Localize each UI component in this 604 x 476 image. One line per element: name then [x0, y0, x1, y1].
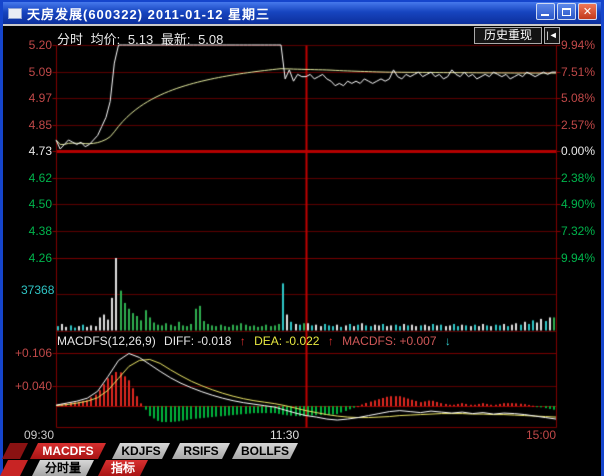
tab-bollfs[interactable]: BOLLFS: [232, 443, 298, 459]
percent-axis-label: 7.32%: [561, 223, 596, 238]
macd-axis-label: +0.106: [14, 346, 52, 361]
price-axis-label: 4.50: [28, 197, 52, 212]
price-axis-label: 4.26: [28, 250, 52, 265]
percent-axis-label: 2.38%: [561, 170, 596, 185]
price-axis-label: 4.85: [28, 117, 52, 132]
price-axis-label: 4.73: [28, 144, 52, 159]
tab-kdjfs[interactable]: KDJFS: [112, 443, 170, 459]
chart-header: 分时 均价: 5.13 最新: 5.08: [57, 29, 227, 48]
percent-axis-label: 2.57%: [561, 117, 596, 132]
tab-indicator-view[interactable]: 指标: [98, 460, 148, 476]
price-axis-label: 4.97: [28, 91, 52, 106]
percent-axis-label: 7.51%: [561, 64, 596, 79]
last-price-value: 5.08: [198, 32, 224, 47]
time-axis-label: 09:30: [24, 428, 55, 442]
tab-macdfs[interactable]: MACDFS: [30, 443, 106, 459]
percent-axis-label: 5.08%: [561, 91, 596, 106]
macd-dea-value: DEA: -0.022: [254, 334, 320, 348]
mode-label: 分时: [57, 32, 84, 47]
avg-price-label: 均价:: [90, 32, 121, 47]
tab-row-decoration: [2, 443, 28, 459]
macd-info-row: MACDFS(12,26,9) DIFF: -0.018 ↑ DEA: -0.0…: [57, 334, 456, 348]
price-axis-label: 4.62: [28, 170, 52, 185]
percent-axis-label: 9.94%: [561, 250, 596, 265]
up-arrow-icon: ↑: [327, 334, 334, 348]
macd-diff-value: DIFF: -0.018: [164, 334, 232, 348]
macd-axis-label: +0.040: [14, 379, 52, 394]
time-axis-label: 11:30: [270, 428, 300, 442]
time-axis-label: 15:00: [526, 428, 557, 442]
percent-axis-label: 0.00%: [561, 144, 596, 159]
percent-axis-label: 9.94%: [561, 38, 596, 52]
percent-axis-label: 4.90%: [561, 197, 596, 212]
tab-row-decoration: [0, 460, 28, 476]
macd-bar-value: MACDFS: +0.007: [342, 334, 437, 348]
tab-rsifs[interactable]: RSIFS: [172, 443, 230, 459]
macd-indicator-name: MACDFS(12,26,9): [57, 334, 156, 348]
last-price-label: 最新:: [160, 32, 191, 47]
up-arrow-icon: ↑: [239, 334, 246, 348]
volume-max-label: 37368: [21, 283, 55, 297]
skip-to-start-icon[interactable]: |◄: [544, 27, 560, 44]
price-axis-label: 5.20: [28, 38, 52, 52]
avg-price-value: 5.13: [127, 32, 154, 47]
price-axis-label: 4.38: [28, 223, 52, 238]
history-replay-button[interactable]: 历史重现: [474, 27, 542, 44]
tab-volume-view[interactable]: 分时量: [32, 460, 94, 476]
down-arrow-icon: ↓: [444, 334, 451, 348]
price-axis-label: 5.09: [28, 64, 52, 79]
